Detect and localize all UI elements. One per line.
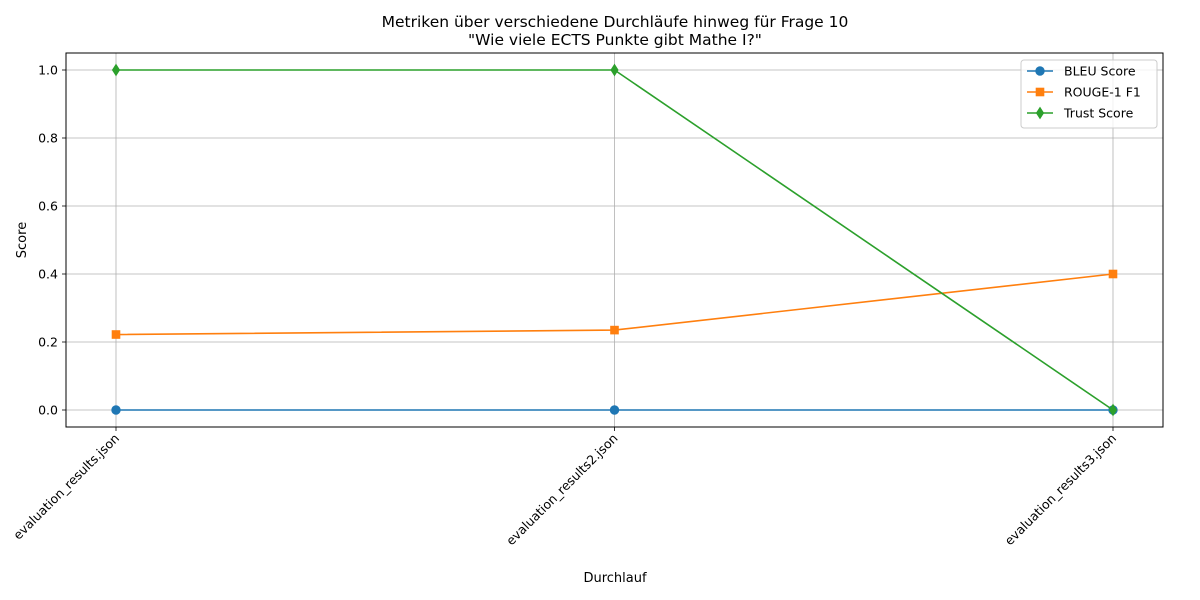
y-tick-label: 0.2	[38, 335, 58, 350]
bleu-score-point	[111, 405, 121, 415]
legend-label-bleu-score: BLEU Score	[1064, 64, 1136, 79]
legend-marker-rouge-1-f1	[1035, 87, 1045, 97]
y-tick-label: 1.0	[38, 63, 58, 78]
legend-label-rouge-1-f1: ROUGE-1 F1	[1064, 85, 1141, 100]
series-bleu-score	[111, 405, 1118, 415]
y-axis-label: Score	[15, 222, 30, 258]
bleu-score-point	[609, 405, 620, 415]
trust-score-point	[111, 63, 121, 77]
trust-score-point	[610, 63, 619, 77]
trust-score-point	[1108, 403, 1118, 417]
y-tick-label: 0.8	[38, 131, 58, 146]
series-rouge-1-f1	[111, 269, 1118, 339]
rouge-1-f1-point	[1108, 269, 1118, 279]
grid	[66, 53, 1163, 427]
y-tick-label: 0.4	[38, 267, 58, 282]
x-tick-label: evaluation_results2.json	[503, 431, 621, 549]
series-lines	[111, 63, 1118, 417]
x-axis-label: Durchlauf	[583, 571, 647, 586]
legend-box	[1020, 59, 1158, 129]
rouge-1-f1-point	[610, 325, 619, 335]
chart-title: Metriken über verschiedene Durchläufe hi…	[382, 13, 849, 31]
chart-subtitle: "Wie viele ECTS Punkte gibt Mathe I?"	[468, 31, 762, 49]
rouge-1-f1-point	[111, 330, 121, 339]
legend-label-trust-score: Trust Score	[1063, 106, 1134, 121]
axis-ticks: 0.0 0.2 0.4 0.6 0.8 1.0 evaluation_results.jso…	[10, 63, 1119, 549]
x-tick-label: evaluation_results.json	[10, 431, 122, 543]
legend-marker-trust-score	[1035, 106, 1045, 120]
x-tick-label: evaluation_results3.json	[1001, 431, 1119, 549]
y-tick-label: 0.6	[38, 199, 58, 214]
y-tick-label: 0.0	[38, 403, 58, 418]
series-trust-score	[111, 63, 1118, 417]
legend: BLEU Score ROUGE-1 F1 Trust Score	[1020, 59, 1158, 129]
legend-marker-bleu-score	[1035, 66, 1045, 76]
